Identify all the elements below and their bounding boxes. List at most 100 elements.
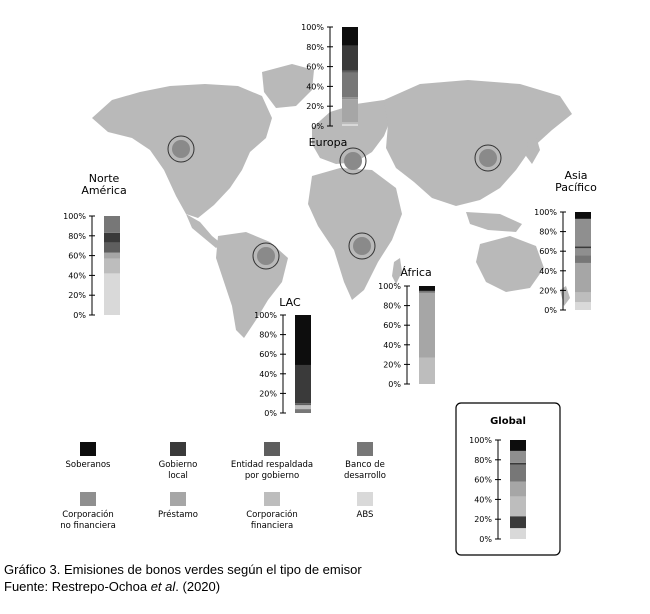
- world-map: [92, 64, 572, 338]
- tick-label: 20%: [539, 286, 557, 295]
- tick-label: 40%: [539, 267, 557, 276]
- bar-segment-corp-financiera: [575, 292, 591, 303]
- legend-swatch: [80, 442, 96, 456]
- legend-swatch: [264, 492, 280, 506]
- legend-item-prestamo: Préstamo: [158, 492, 198, 520]
- marker-europe: [339, 147, 367, 175]
- region-label-line: Europa: [309, 136, 348, 149]
- legend-label: ABS: [357, 510, 374, 520]
- tick-label: 0%: [388, 380, 401, 389]
- tick-label: 20%: [68, 291, 86, 300]
- legend-swatch: [357, 442, 373, 456]
- tick-label: 20%: [474, 515, 492, 524]
- map-australia: [476, 236, 544, 292]
- global-box: [455, 402, 561, 556]
- bar-segment-corp-no-financiera: [575, 248, 591, 256]
- legend-label: Corporación financiera: [246, 509, 298, 531]
- region-label-line: Global: [490, 416, 526, 427]
- map-greenland: [262, 64, 314, 108]
- tick-label: 60%: [259, 350, 277, 359]
- tick-label: 0%: [73, 311, 86, 320]
- legend-label-line: Préstamo: [158, 509, 198, 520]
- bar-segment-soberanos: [419, 286, 435, 291]
- legend-swatch: [170, 492, 186, 506]
- bar-segment-prestamo: [575, 262, 591, 293]
- bar-segment-corp-no-financiera: [510, 450, 526, 463]
- tick-label: 80%: [474, 456, 492, 465]
- tick-label: 60%: [68, 252, 86, 261]
- region-label: Norte América: [81, 172, 126, 197]
- map-japan: [526, 136, 540, 164]
- caption-title: Gráfico 3. Emisiones de bonos verdes seg…: [4, 562, 362, 577]
- bar-segment-banco-desarrollo: [575, 255, 591, 263]
- bar-segment-soberanos: [510, 440, 526, 451]
- tick-label: 100%: [254, 311, 277, 320]
- bar-segment-corp-financiera: [419, 357, 435, 384]
- tick-label: 40%: [306, 82, 324, 91]
- legend-label-line: financiera: [251, 521, 293, 531]
- bar-segment-gobierno-local: [575, 246, 591, 249]
- bar-segment-corp-financiera: [510, 496, 526, 517]
- region-label-line: África: [400, 266, 431, 279]
- bar-segment-abs: [342, 124, 358, 126]
- tick-label: 0%: [479, 535, 492, 544]
- bar-segment-prestamo: [104, 252, 120, 259]
- legend-label: Corporación no financiera: [60, 509, 116, 531]
- region-label: Global: [490, 416, 526, 427]
- bar-segment-soberanos: [295, 315, 311, 365]
- tick-label: 100%: [63, 212, 86, 221]
- tick-label: 100%: [469, 436, 492, 445]
- region-label: África: [400, 266, 431, 279]
- bar-segment-abs: [510, 528, 526, 539]
- tick-label: 80%: [539, 228, 557, 237]
- bar-segment-gobierno-local: [342, 45, 358, 71]
- region-label-line: Asia: [564, 169, 587, 182]
- legend-label-line: Entidad respaldada: [231, 460, 313, 470]
- bar-segment-banco-desarrollo: [295, 409, 311, 413]
- legend-label-line: local: [168, 471, 188, 481]
- tick-label: 60%: [539, 247, 557, 256]
- tick-label: 100%: [301, 23, 324, 32]
- caption-source-prefix: Fuente: Restrepo-Ochoa: [4, 579, 151, 594]
- bar-segment-abs: [104, 273, 120, 315]
- region-europa: 0% 20% 40% 60% 80% 100% Europa: [301, 23, 358, 149]
- region-label-line: LAC: [279, 296, 301, 309]
- region-label-line: Pacífico: [555, 181, 597, 194]
- bar-segment-soberanos: [575, 212, 591, 219]
- bar-segment-gobierno-local: [510, 462, 526, 465]
- bar-segment-banco-desarrollo: [510, 464, 526, 482]
- bar-segment-corp-no-financiera: [342, 97, 358, 100]
- caption-source-italic: et al: [150, 579, 176, 594]
- region-label: Europa: [309, 136, 348, 149]
- region-label: Asia Pacífico: [555, 169, 597, 194]
- legend-label-line: ABS: [357, 510, 374, 520]
- legend-label-line: Soberanos: [66, 460, 112, 470]
- legend-label: Banco de desarrollo: [344, 460, 386, 481]
- tick-label: 80%: [383, 302, 401, 311]
- region-label-line: Norte: [89, 172, 120, 185]
- map-europe: [312, 100, 392, 164]
- legend-label-line: Banco de: [345, 460, 385, 470]
- tick-label: 60%: [383, 321, 401, 330]
- region-asia-pacifico: 0% 20% 40% 60% 80% 100% Asia Pacífico: [534, 169, 597, 315]
- bar-segment-prestamo: [342, 99, 358, 123]
- tick-label: 20%: [259, 389, 277, 398]
- legend-swatch: [357, 492, 373, 506]
- legend-item-abs: ABS: [357, 492, 374, 520]
- legend-item-corp-financiera: Corporación financiera: [246, 492, 298, 531]
- map-africa: [308, 168, 402, 300]
- tick-label: 0%: [544, 306, 557, 315]
- tick-label: 40%: [383, 341, 401, 350]
- legend-swatch: [80, 492, 96, 506]
- bar-segment-entidad-respaldada: [342, 70, 358, 73]
- region-lac: 0% 20% 40% 60% 80% 100%LAC: [254, 296, 311, 418]
- tick-label: 20%: [383, 360, 401, 369]
- bar-segment-gobierno-local: [295, 364, 311, 404]
- bar-segment-entidad-respaldada: [295, 403, 311, 406]
- marker-lac: [252, 242, 280, 270]
- region-label: LAC: [279, 296, 301, 309]
- bar-segment-soberanos: [342, 27, 358, 46]
- legend-item-soberanos: Soberanos: [66, 442, 112, 470]
- legend-item-banco-desarrollo: Banco de desarrollo: [344, 442, 386, 481]
